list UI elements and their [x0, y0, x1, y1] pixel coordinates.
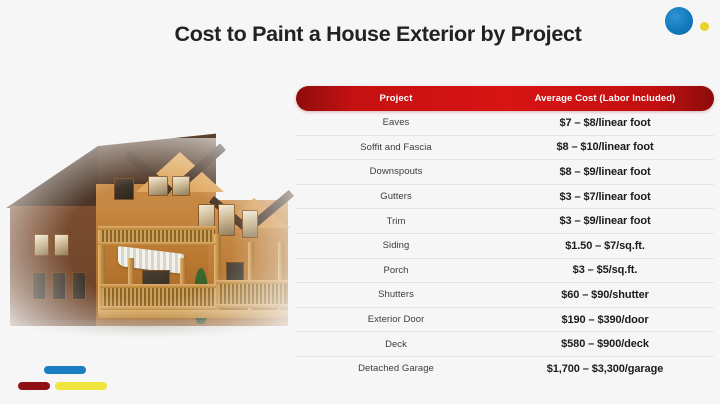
cell-cost: $60 – $90/shutter	[561, 288, 649, 301]
cell-project: Gutters	[380, 191, 412, 203]
cost-table: Project Average Cost (Labor Included) Ea…	[296, 86, 714, 381]
cell-cost: $8 – $10/linear foot	[556, 141, 654, 154]
column-header-cost: Average Cost (Labor Included)	[534, 93, 676, 104]
cell-project: Deck	[385, 338, 407, 350]
table-row: Siding $1.50 – $7/sq.ft.	[296, 234, 714, 259]
cell-project: Exterior Door	[367, 314, 425, 326]
table-body: Eaves $7 – $8/linear foot Soffit and Fasci…	[296, 111, 714, 381]
house-exterior-image	[2, 133, 294, 338]
house-window	[172, 176, 190, 196]
table-header-row: Project Average Cost (Labor Included)	[296, 86, 714, 111]
cell-cost: $1,700 – $3,300/garage	[546, 362, 664, 375]
house-balcony-rail	[98, 242, 216, 245]
house-balcony-slats	[100, 230, 214, 242]
house-porch-rail	[216, 304, 288, 308]
house-window	[114, 178, 134, 200]
cell-cost: $3 – $7/linear foot	[559, 190, 651, 203]
house-window	[34, 234, 49, 256]
logo-blue-circle-icon	[665, 7, 693, 35]
table-row: Deck $580 – $900/deck	[296, 332, 714, 357]
cell-cost: $3 – $9/linear foot	[559, 215, 651, 228]
cell-cost: $7 – $8/linear foot	[559, 116, 651, 129]
cell-project: Eaves	[382, 117, 410, 129]
table-row: Detached Garage $1,700 – $3,300/garage	[296, 357, 714, 381]
cell-project: Detached Garage	[358, 363, 434, 375]
cell-project: Soffit and Fascia	[360, 141, 432, 153]
cell-project: Siding	[382, 240, 410, 252]
table-row: Shutters $60 – $90/shutter	[296, 283, 714, 308]
logo-yellow-dot-icon	[700, 22, 709, 31]
decorative-bars	[18, 366, 128, 398]
cell-cost: $1.50 – $7/sq.ft.	[565, 239, 645, 252]
house-window	[54, 234, 69, 256]
decorative-bar-yellow	[55, 382, 107, 390]
cell-cost: $580 – $900/deck	[561, 338, 649, 351]
table-row: Exterior Door $190 – $390/door	[296, 308, 714, 333]
house-window	[52, 272, 66, 300]
table-row: Downspouts $8 – $9/linear foot	[296, 160, 714, 185]
cell-cost: $190 – $390/door	[561, 313, 649, 326]
table-row: Trim $3 – $9/linear foot	[296, 209, 714, 234]
table-row: Gutters $3 – $7/linear foot	[296, 185, 714, 210]
table-row: Soffit and Fascia $8 – $10/linear foot	[296, 136, 714, 161]
cell-cost: $8 – $9/linear foot	[559, 165, 651, 178]
house-window	[218, 204, 235, 236]
house-ground-shadow	[16, 320, 274, 338]
decorative-bar-blue	[44, 366, 86, 374]
cell-project: Porch	[383, 264, 409, 276]
house-porch-slats	[102, 288, 214, 306]
house-roof-left	[6, 146, 98, 208]
house-window	[148, 176, 168, 196]
house-window	[32, 272, 46, 300]
house-porch-slats	[218, 284, 286, 304]
table-row: Porch $3 – $5/sq.ft.	[296, 259, 714, 284]
cell-project: Shutters	[378, 289, 414, 301]
cell-project: Downspouts	[369, 166, 423, 178]
page-title: Cost to Paint a House Exterior by Projec…	[174, 22, 582, 46]
table-row: Eaves $7 – $8/linear foot	[296, 111, 714, 136]
logo	[662, 6, 714, 40]
decorative-bar-red	[18, 382, 50, 390]
cell-cost: $3 – $5/sq.ft.	[572, 264, 638, 277]
column-header-project: Project	[379, 93, 413, 104]
cell-project: Trim	[386, 215, 406, 227]
house-window	[72, 272, 86, 300]
house-wall-left	[10, 206, 96, 326]
house-deck-floor	[98, 310, 288, 318]
house-window	[242, 210, 258, 238]
